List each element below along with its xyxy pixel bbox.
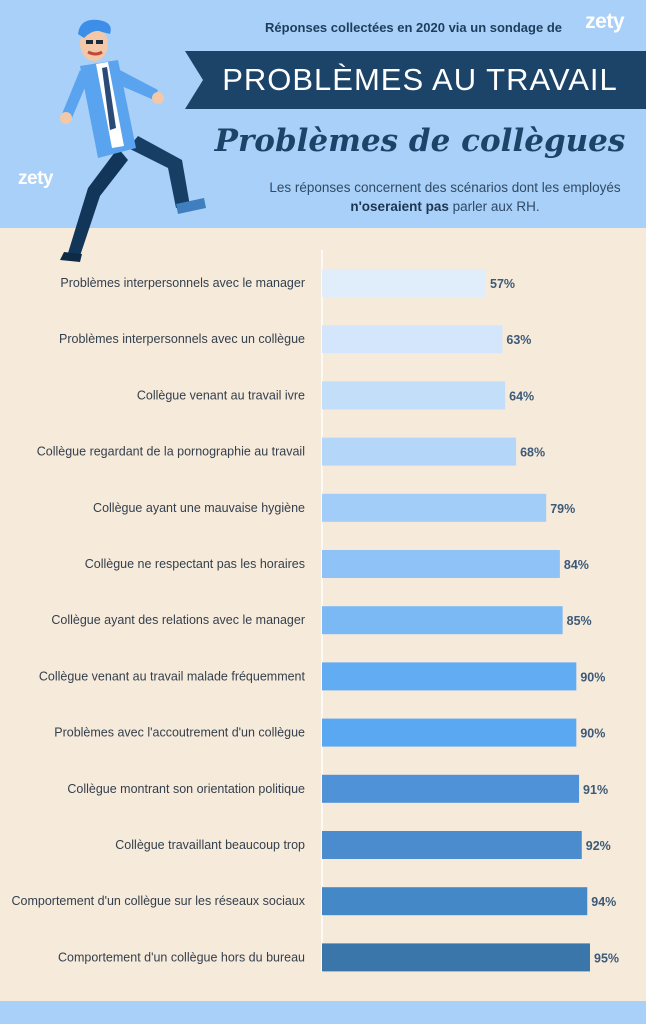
bar-1 [322,269,486,297]
value-label-7: 85% [567,614,592,628]
header: Réponses collectées en 2020 via un sonda… [0,0,646,228]
category-label-6: Collègue ne respectant pas les horaires [85,557,305,571]
category-label-13: Comportement d'un collègue hors du burea… [58,950,305,964]
note-text-1: Les réponses concernent des scénarios do… [269,180,621,195]
value-label-3: 64% [509,389,534,403]
value-label-4: 68% [520,446,545,460]
banner-title: PROBLÈMES AU TRAVAIL [222,62,618,97]
bar-6 [322,550,560,578]
chart-note: Les réponses concernent des scénarios do… [265,178,625,216]
zety-logo: zety [585,10,624,33]
category-label-8: Collègue venant au travail malade fréque… [39,669,306,683]
bar-9 [322,718,577,747]
category-label-4: Collègue regardant de la pornographie au… [37,445,305,459]
value-label-2: 63% [506,333,531,347]
category-label-1: Problèmes interpersonnels avec le manage… [60,276,305,290]
category-label-2: Problèmes interpersonnels avec un collèg… [59,332,305,346]
note-text-2: parler aux RH. [448,199,540,214]
banner-notch [185,51,203,109]
bar-8 [322,662,577,691]
bar-2 [322,325,503,354]
value-label-6: 84% [564,558,589,572]
category-label-11: Collègue travaillant beaucoup trop [115,838,305,852]
footer [0,1001,646,1024]
category-label-5: Collègue ayant une mauvaise hygiène [93,501,305,515]
bar-12 [322,887,588,916]
bar-3 [322,381,506,410]
chart-subtitle: Problèmes de collègues [214,123,626,159]
value-label-5: 79% [550,502,575,516]
note-text-bold: n'oseraient pas [350,199,449,214]
bar-chart: Problèmes interpersonnels avec le manage… [11,250,619,972]
running-man-illustration [60,19,206,262]
title-banner [185,51,646,109]
value-label-12: 94% [591,895,616,909]
value-label-13: 95% [594,951,619,965]
category-label-3: Collègue venant au travail ivre [137,388,305,402]
source-text: Réponses collectées en 2020 via un sonda… [265,20,562,35]
value-label-11: 92% [586,839,611,853]
zety-logo-secondary: zety [18,168,53,189]
category-label-10: Collègue montrant son orientation politi… [67,782,305,796]
category-label-12: Comportement d'un collègue sur les résea… [11,894,305,908]
bar-7 [322,606,563,635]
category-label-9: Problèmes avec l'accoutrement d'un collè… [54,726,305,740]
value-label-9: 90% [580,727,605,741]
bar-10 [322,774,580,803]
category-label-7: Collègue ayant des relations avec le man… [51,613,305,627]
bar-5 [322,493,547,522]
bar-4 [322,437,517,466]
bar-11 [322,831,582,859]
value-label-10: 91% [583,783,608,797]
value-label-8: 90% [580,670,605,684]
value-label-1: 57% [490,277,515,291]
bar-13 [322,943,590,972]
